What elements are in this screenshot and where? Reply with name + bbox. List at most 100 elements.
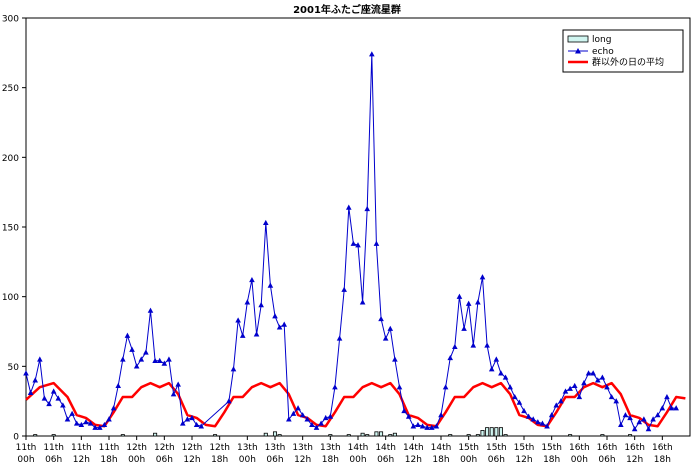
- echo-point: [106, 416, 112, 422]
- series-long: [33, 427, 633, 437]
- long-bar: [51, 434, 56, 437]
- echo-point: [73, 420, 80, 426]
- echo-point: [166, 356, 172, 362]
- echo-point: [60, 402, 66, 408]
- echo-point: [650, 416, 656, 422]
- echo-point: [69, 410, 75, 416]
- echo-point: [405, 413, 412, 419]
- echo-point: [521, 407, 527, 414]
- x-tick-label-hour: 06h: [377, 455, 394, 465]
- echo-point: [281, 321, 288, 327]
- echo-point: [599, 374, 606, 380]
- echo-point: [428, 424, 435, 430]
- x-tick-label-day: 12th: [209, 443, 230, 453]
- series-avg: [25, 381, 686, 428]
- echo-point: [101, 421, 108, 428]
- echo-point: [244, 299, 251, 305]
- echo-point: [608, 393, 615, 400]
- x-tick-label-day: 16th: [569, 443, 590, 453]
- echo-point: [152, 357, 158, 363]
- x-tick-label-hour: 06h: [598, 455, 615, 465]
- x-tick-label-hour: 18h: [654, 455, 671, 465]
- echo-point: [525, 413, 532, 419]
- echo-point: [544, 423, 550, 429]
- x-tick-label-day: 11th: [71, 443, 92, 453]
- long-bar: [120, 434, 125, 437]
- long-bar: [392, 432, 397, 437]
- echo-point: [442, 384, 449, 390]
- echo-point: [511, 393, 518, 400]
- echo-point: [290, 410, 297, 416]
- echo-point: [576, 393, 583, 400]
- echo-point: [253, 331, 260, 337]
- echo-point: [175, 381, 181, 387]
- echo-point: [32, 377, 39, 383]
- echo-point: [484, 342, 490, 348]
- long-bar: [388, 434, 393, 437]
- echo-point: [396, 384, 403, 390]
- echo-point: [622, 412, 629, 418]
- echo-point: [553, 402, 560, 408]
- echo-point: [179, 420, 186, 426]
- echo-point: [558, 398, 564, 404]
- echo-point: [23, 370, 29, 376]
- legend-echo-label: echo: [592, 47, 614, 57]
- x-tick-label-day: 11th: [16, 443, 37, 453]
- echo-point: [613, 398, 620, 404]
- x-tick-label-day: 13th: [292, 443, 313, 453]
- long-bar: [494, 427, 499, 437]
- x-tick-label-hour: 12h: [294, 455, 311, 465]
- echo-point: [87, 420, 94, 426]
- echo-point: [350, 240, 357, 246]
- echo-point: [387, 325, 394, 331]
- echo-point: [654, 412, 661, 418]
- x-tick-label-day: 12th: [154, 443, 175, 453]
- echo-point: [401, 407, 407, 414]
- x-tick-label-hour: 18h: [100, 455, 117, 465]
- echo-point: [470, 342, 477, 348]
- x-tick-label-day: 13th: [265, 443, 286, 453]
- echo-point: [267, 282, 274, 288]
- echo-point: [488, 366, 495, 372]
- echo-point: [359, 299, 366, 305]
- echo-point: [355, 242, 361, 248]
- x-tick-label-hour: 18h: [322, 455, 339, 465]
- echo-point: [322, 414, 329, 421]
- echo-point: [424, 424, 430, 430]
- echo-point: [539, 420, 546, 426]
- echo-point: [452, 343, 458, 350]
- echo-point: [516, 399, 523, 405]
- long-bar: [448, 434, 453, 437]
- x-tick-label-hour: 06h: [156, 455, 173, 465]
- echo-point: [465, 300, 472, 306]
- x-tick-label-day: 12th: [182, 443, 203, 453]
- long-bar: [628, 434, 633, 437]
- echo-point: [276, 324, 283, 330]
- long-bar: [374, 431, 379, 437]
- x-tick-label-day: 11th: [43, 443, 64, 453]
- echo-point: [502, 374, 509, 380]
- y-tick-label: 300: [2, 15, 19, 25]
- echo-point: [170, 391, 177, 397]
- x-tick-label-day: 15th: [514, 443, 535, 453]
- echo-point: [318, 420, 324, 426]
- y-tick-label: 200: [2, 154, 19, 164]
- echo-point: [594, 377, 601, 383]
- echo-point: [184, 416, 191, 422]
- echo-point: [392, 356, 398, 362]
- long-bar: [600, 434, 605, 437]
- x-tick-label-hour: 06h: [45, 455, 62, 465]
- y-tick-label: 50: [8, 363, 20, 373]
- x-tick-label-hour: 06h: [266, 455, 283, 465]
- x-tick-label-day: 15th: [541, 443, 562, 453]
- echo-point: [548, 412, 555, 418]
- echo-point: [627, 414, 633, 421]
- x-tick-label-hour: 06h: [488, 455, 505, 465]
- x-tick-label-hour: 00h: [571, 455, 588, 465]
- avg-line: [25, 381, 686, 428]
- echo-point: [581, 380, 587, 386]
- echo-point: [230, 366, 237, 372]
- echo-point: [590, 370, 596, 376]
- echo-point: [27, 389, 34, 396]
